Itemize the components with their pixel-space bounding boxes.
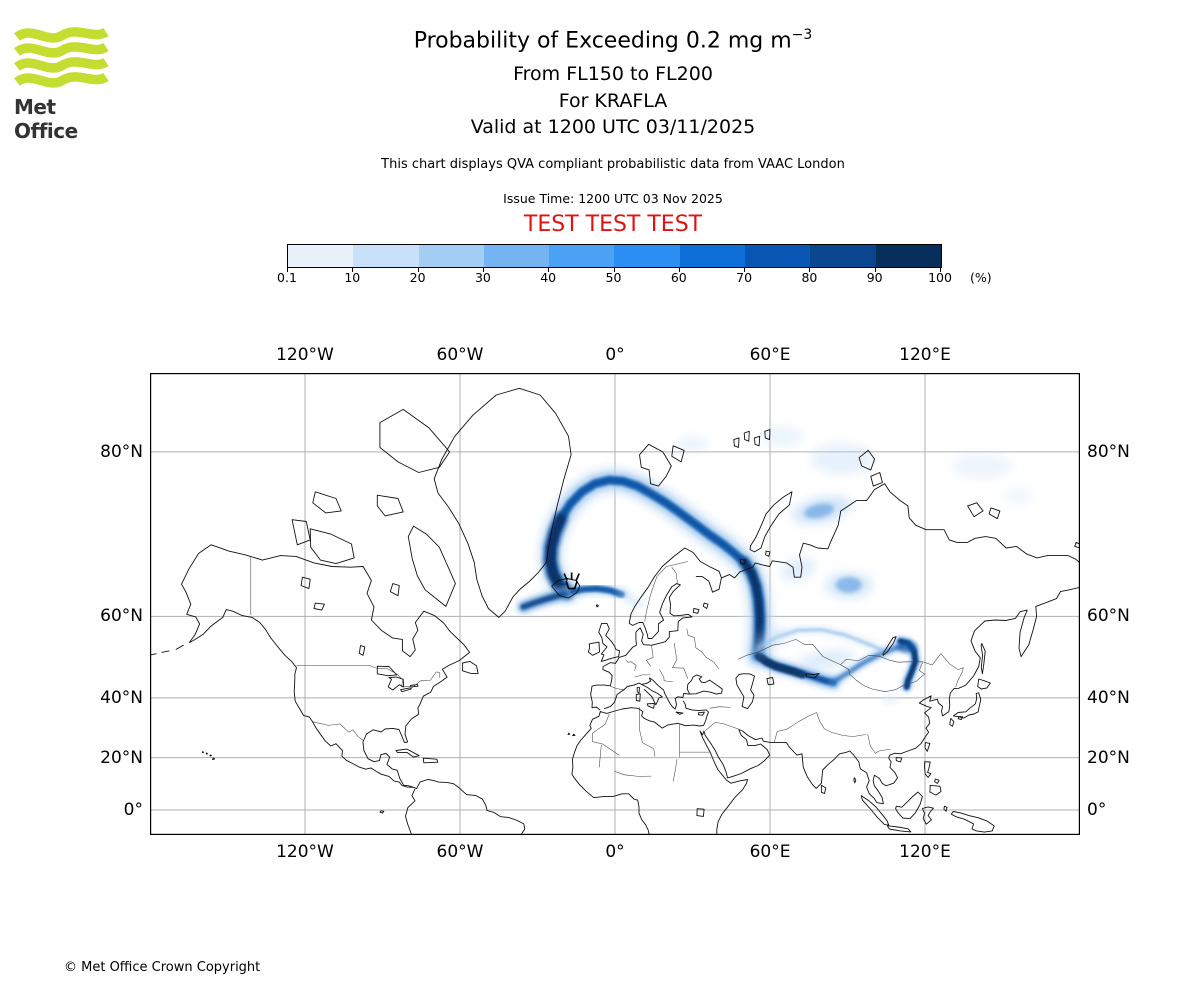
colorbar-tick-label: 10 bbox=[344, 270, 361, 285]
x-axis-label-top: 0° bbox=[605, 345, 625, 365]
ash-probability-plume bbox=[515, 374, 1038, 704]
colorbar-tick-label: 20 bbox=[409, 270, 426, 285]
plume-track-iceland-east-arm bbox=[570, 586, 624, 597]
y-axis-label-right: 60°N bbox=[1087, 606, 1130, 627]
colorbar-segment-1 bbox=[288, 245, 354, 267]
country-borders bbox=[250, 557, 964, 782]
x-axis-label-bottom: 120°W bbox=[276, 842, 334, 862]
colorbar-segment-2 bbox=[353, 245, 419, 267]
colorbar-segment-8 bbox=[745, 245, 811, 267]
met-office-logo-text: Met Office bbox=[14, 95, 78, 143]
colorbar-segment-5 bbox=[549, 245, 615, 267]
plume-track-iceland-arm-fade bbox=[617, 590, 644, 609]
colorbar-tick-label: 100 bbox=[928, 270, 952, 285]
y-axis-label-left: 0° bbox=[123, 800, 143, 820]
copyright-notice: © Met Office Crown Copyright bbox=[64, 960, 261, 975]
y-axis-label-right: 0° bbox=[1087, 800, 1107, 820]
plume-track-east-dark-core bbox=[755, 652, 807, 679]
x-axis-label-top: 60°W bbox=[436, 345, 484, 365]
x-axis-label-top: 60°E bbox=[749, 345, 791, 365]
colorbar-segment-7 bbox=[679, 245, 746, 267]
colorbar-segment-9 bbox=[810, 245, 876, 267]
ash-probability-map bbox=[150, 373, 1080, 835]
plume-blob bbox=[676, 436, 709, 453]
plume-blob bbox=[835, 576, 862, 593]
plume-blob bbox=[781, 557, 816, 582]
colorbar-unit-label: (%) bbox=[970, 270, 992, 285]
colorbar-tick-label: 40 bbox=[540, 270, 557, 285]
y-axis-label-left: 80°N bbox=[100, 441, 143, 462]
plume-track-greenland-core bbox=[546, 514, 572, 597]
y-axis-label-right: 80°N bbox=[1087, 441, 1130, 462]
colorbar-tick-label: 80 bbox=[801, 270, 818, 285]
test-banner: TEST TEST TEST bbox=[523, 212, 703, 237]
colorbar-segment-4 bbox=[483, 245, 550, 267]
subtitle-flight-levels: From FL150 to FL200 bbox=[513, 63, 713, 85]
y-axis-label-left: 40°N bbox=[100, 687, 143, 708]
x-axis-label-bottom: 60°W bbox=[436, 842, 484, 862]
plume-blob bbox=[951, 452, 1012, 479]
plume-blob bbox=[751, 626, 789, 655]
colorbar-tick-label: 50 bbox=[605, 270, 622, 285]
plume-blob bbox=[810, 443, 875, 476]
volcano-marker bbox=[563, 572, 580, 590]
colorbar-segment-3 bbox=[418, 245, 484, 267]
x-axis-label-bottom: 60°E bbox=[749, 842, 791, 862]
colorbar-tick-label: 60 bbox=[670, 270, 687, 285]
colorbar-tick-label: 70 bbox=[736, 270, 753, 285]
page-title: Probability of Exceeding 0.2 mg m−3 bbox=[413, 27, 813, 54]
met-office-logo: Met Office bbox=[14, 26, 114, 143]
plume-blob bbox=[1002, 488, 1034, 505]
y-axis-label-right: 20°N bbox=[1087, 747, 1130, 768]
x-axis-label-top: 120°W bbox=[276, 345, 334, 365]
colorbar-tick-label: 0.1 bbox=[277, 270, 297, 285]
plume-blob bbox=[804, 503, 834, 519]
plume-track-east-connector bbox=[831, 643, 905, 685]
coastlines bbox=[150, 387, 1080, 835]
probability-colorbar bbox=[287, 244, 942, 268]
map-frame bbox=[150, 373, 1080, 835]
plume-blob bbox=[762, 426, 803, 447]
y-axis-label-left: 60°N bbox=[100, 606, 143, 627]
qva-compliance-note: This chart displays QVA compliant probab… bbox=[381, 157, 845, 172]
issue-time: Issue Time: 1200 UTC 03 Nov 2025 bbox=[503, 191, 723, 206]
plume-blob bbox=[881, 695, 900, 704]
x-axis-label-top: 120°E bbox=[899, 345, 951, 365]
x-axis-label-bottom: 0° bbox=[605, 842, 625, 862]
subtitle-volcano: For KRAFLA bbox=[558, 90, 668, 112]
title-exponent: −3 bbox=[791, 27, 813, 43]
x-axis-label-bottom: 120°E bbox=[899, 842, 951, 862]
y-axis-label-right: 40°N bbox=[1087, 687, 1130, 708]
colorbar-segment-6 bbox=[614, 245, 680, 267]
y-axis-label-left: 20°N bbox=[100, 747, 143, 768]
colorbar-tick-label: 30 bbox=[474, 270, 491, 285]
plume-blob bbox=[896, 640, 917, 653]
subtitle-valid-time: Valid at 1200 UTC 03/11/2025 bbox=[470, 116, 756, 138]
colorbar-segment-10 bbox=[875, 245, 941, 267]
met-office-logo-waves bbox=[14, 27, 109, 88]
colorbar-tick-label: 90 bbox=[866, 270, 883, 285]
